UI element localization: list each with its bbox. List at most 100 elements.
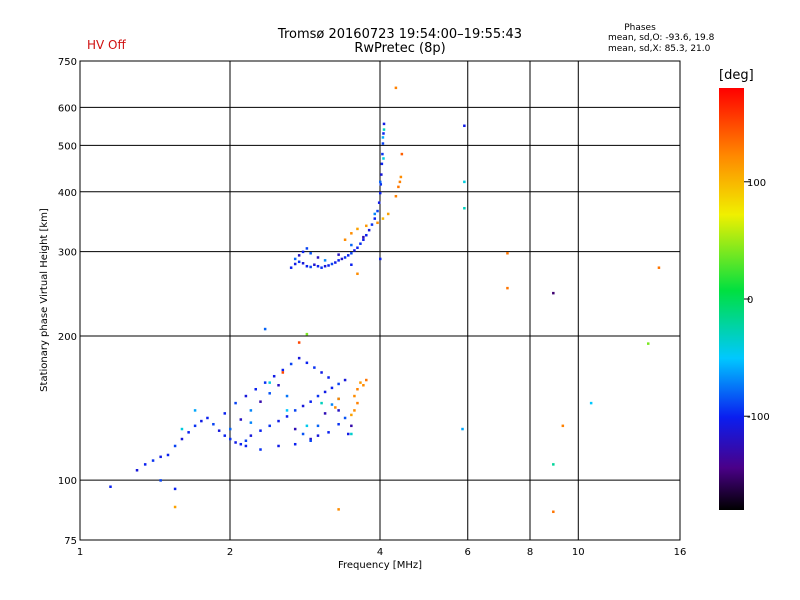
- echo-point: [249, 421, 253, 424]
- plot-frame: [79, 60, 681, 541]
- echo-point: [343, 256, 347, 259]
- echo-point: [268, 392, 271, 395]
- echo-point: [309, 439, 312, 443]
- y-tick-label: 200: [58, 332, 77, 343]
- echo-point: [646, 342, 650, 345]
- echo-point: [151, 459, 155, 462]
- echo-point: [159, 479, 162, 482]
- x-tick-label: 10: [572, 547, 585, 558]
- echo-point: [382, 132, 385, 135]
- echo-point: [187, 431, 190, 434]
- echo-point: [589, 401, 593, 405]
- grid-lines: [80, 61, 680, 540]
- echo-point: [323, 390, 327, 394]
- echo-point: [330, 403, 334, 406]
- echo-point: [239, 418, 243, 421]
- phases-x-stats: mean, sd,X: 85.3, 21.0: [608, 44, 711, 54]
- echo-point: [463, 180, 466, 184]
- echo-point: [323, 412, 327, 415]
- y-tick-label: 500: [58, 141, 77, 152]
- echo-point: [297, 254, 301, 257]
- tick-labels: 1 2 4 6 8 10 16 75 100 200 300 400 500 600 750: [58, 57, 686, 558]
- echo-point: [320, 401, 323, 405]
- echo-point: [394, 194, 398, 198]
- echo-point: [320, 371, 323, 374]
- echo-point: [350, 232, 353, 235]
- echo-point: [356, 401, 359, 405]
- echo-point: [367, 228, 371, 232]
- echo-point: [297, 260, 301, 264]
- echo-point: [277, 444, 280, 448]
- colorbar-tick-label: 0: [747, 295, 753, 306]
- echo-point: [320, 266, 323, 269]
- echo-point: [376, 209, 379, 213]
- colorbar-tick-label: 100: [747, 178, 766, 189]
- echo-point: [343, 378, 347, 382]
- echo-point: [353, 249, 356, 252]
- echo-point: [359, 242, 362, 245]
- echo-point: [301, 250, 305, 254]
- echo-point: [305, 424, 309, 428]
- echo-point: [350, 424, 353, 428]
- echo-point: [359, 381, 362, 384]
- echo-point: [212, 422, 215, 426]
- echo-point: [386, 212, 390, 216]
- echo-point: [399, 175, 403, 179]
- echo-point: [382, 122, 386, 126]
- echo-point: [309, 265, 312, 269]
- echo-point: [365, 378, 368, 382]
- echo-point: [305, 332, 309, 336]
- echo-point: [289, 266, 293, 269]
- echo-point: [506, 252, 509, 255]
- echo-point: [301, 262, 305, 265]
- echo-point: [463, 124, 466, 128]
- echo-point: [234, 401, 237, 405]
- x-tick-label: 4: [377, 547, 383, 558]
- echo-point: [173, 505, 177, 509]
- echo-point: [343, 238, 347, 241]
- echo-point: [285, 415, 289, 418]
- echo-point: [193, 409, 197, 412]
- echo-point: [259, 429, 262, 432]
- echo-point: [244, 394, 248, 398]
- x-tick-label: 16: [674, 547, 687, 558]
- echo-point: [340, 257, 344, 261]
- chart-title-line2: RwPretec (8p): [354, 41, 446, 56]
- echo-point: [376, 221, 379, 225]
- echo-point: [305, 264, 309, 268]
- echo-point: [166, 453, 170, 457]
- echo-point: [356, 227, 359, 231]
- echo-point: [309, 252, 312, 255]
- echo-point: [552, 291, 555, 295]
- echo-point: [552, 463, 555, 466]
- echo-point: [327, 264, 330, 267]
- echo-point: [400, 152, 404, 156]
- echo-point: [365, 224, 368, 228]
- echo-point: [346, 254, 350, 257]
- echo-point: [223, 412, 227, 415]
- echo-point: [316, 434, 320, 437]
- echo-point: [206, 416, 209, 420]
- echo-point: [350, 263, 353, 266]
- echo-point: [259, 400, 262, 403]
- colorbar-ticks: 100 0 -100: [744, 178, 770, 423]
- echo-point: [135, 469, 139, 472]
- colorbar-title: [deg]: [719, 68, 754, 83]
- y-tick-label: 100: [58, 476, 77, 487]
- echo-point: [337, 382, 340, 386]
- y-axis-label: Stationary phase Virtual Height [km]: [39, 208, 50, 392]
- echo-point: [382, 128, 386, 131]
- echo-point: [350, 432, 353, 436]
- echo-point: [379, 180, 382, 184]
- x-tick-label: 8: [527, 547, 533, 558]
- echo-point: [229, 437, 232, 441]
- echo-point: [330, 262, 334, 266]
- echo-point: [268, 424, 271, 428]
- echo-point: [337, 422, 340, 426]
- echo-point: [356, 246, 359, 249]
- echo-point: [370, 223, 374, 226]
- echo-point: [552, 510, 555, 514]
- echo-point: [293, 262, 297, 266]
- echo-point: [263, 327, 267, 331]
